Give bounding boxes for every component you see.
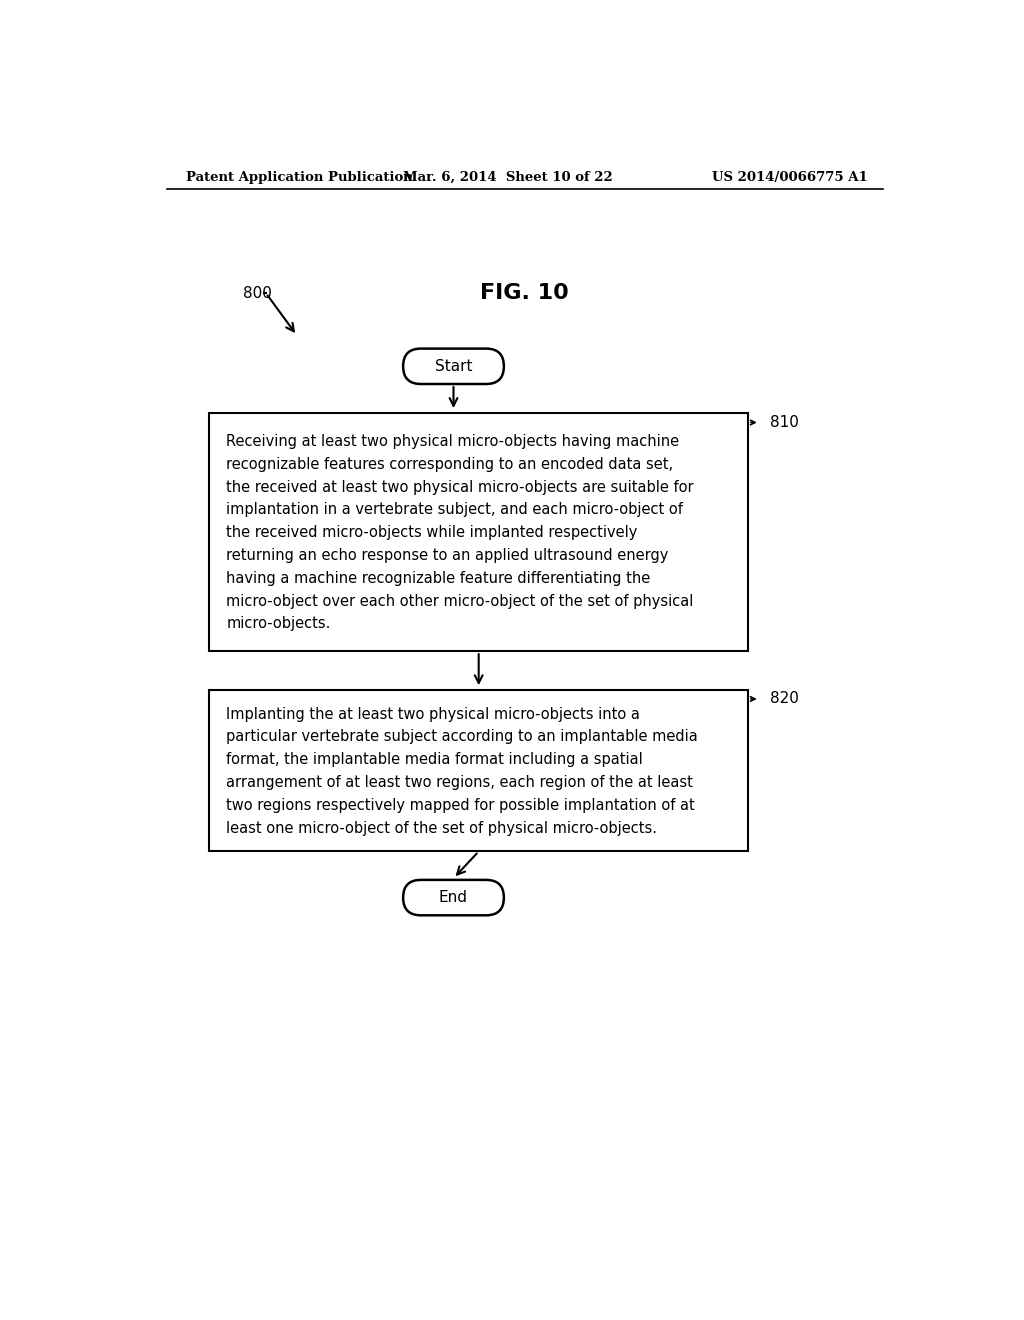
Text: Start: Start (435, 359, 472, 374)
Text: 820: 820 (770, 692, 799, 706)
Text: End: End (439, 890, 468, 906)
Text: Patent Application Publication: Patent Application Publication (186, 172, 413, 185)
Text: Receiving at least two physical micro-objects having machine
recognizable featur: Receiving at least two physical micro-ob… (226, 434, 694, 631)
FancyBboxPatch shape (403, 880, 504, 915)
Text: Mar. 6, 2014  Sheet 10 of 22: Mar. 6, 2014 Sheet 10 of 22 (402, 172, 612, 185)
Text: FIG. 10: FIG. 10 (480, 284, 569, 304)
FancyBboxPatch shape (403, 348, 504, 384)
Text: US 2014/0066775 A1: US 2014/0066775 A1 (713, 172, 868, 185)
FancyBboxPatch shape (209, 412, 748, 651)
Text: 800: 800 (243, 285, 271, 301)
Text: Implanting the at least two physical micro-objects into a
particular vertebrate : Implanting the at least two physical mic… (226, 706, 698, 836)
FancyBboxPatch shape (209, 689, 748, 851)
Text: 810: 810 (770, 414, 799, 430)
